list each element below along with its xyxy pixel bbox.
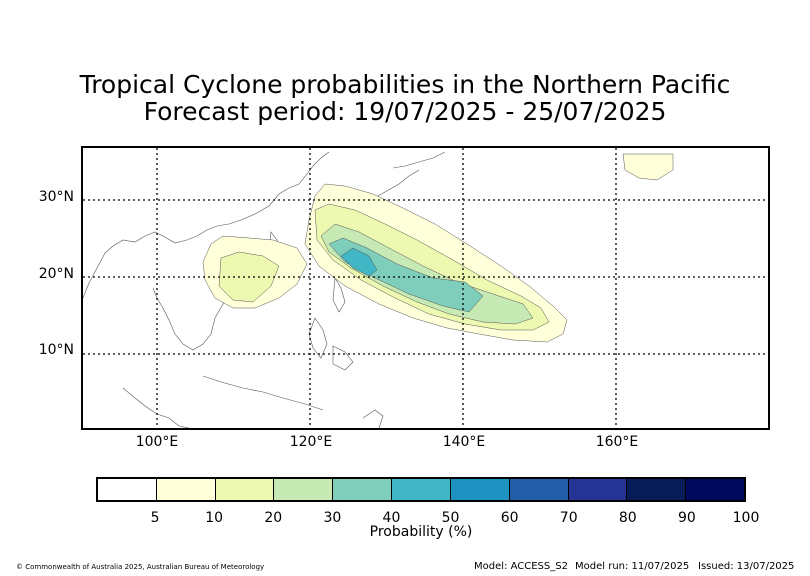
lon-label-140e: 140°E [442, 434, 486, 450]
colorbar-tick-label: 10 [205, 510, 224, 526]
probability-map [81, 146, 770, 430]
colorbar-tick-label: 30 [323, 510, 342, 526]
model-run-date: Model run: 11/07/2025 [575, 561, 690, 572]
forecast-period: Forecast period: 19/07/2025 - 25/07/2025 [143, 97, 667, 126]
colorbar-segment [627, 479, 687, 500]
colorbar-segment [686, 479, 744, 500]
colorbar-segment [568, 479, 628, 500]
colorbar-tick-label: 100 [732, 510, 760, 526]
lat-label-10n: 10°N [38, 342, 74, 358]
chart-title: Tropical Cyclone probabilities in the No… [79, 70, 731, 99]
colorbar-tick-label: 90 [677, 510, 696, 526]
colorbar-tick-label: 80 [618, 510, 637, 526]
colorbar-segment [509, 479, 569, 500]
contour-5pct-northeast [622, 153, 674, 181]
graticule [83, 148, 768, 428]
colorbar-segment [98, 479, 157, 500]
issued-date: Issued: 13/07/2025 [698, 561, 795, 572]
colorbar-segment [274, 479, 334, 500]
colorbar-segment [156, 479, 216, 500]
contour-40pct [340, 247, 378, 277]
model-name: Model: ACCESS_S2 [474, 561, 568, 572]
colorbar-label: Probability (%) [369, 524, 473, 540]
colorbar-tick-label: 60 [500, 510, 519, 526]
lat-label-30n: 30°N [38, 189, 74, 205]
colorbar-segment [392, 479, 451, 500]
lon-label-120e: 120°E [289, 434, 333, 450]
probability-contours [202, 153, 674, 343]
lat-label-20n: 20°N [38, 266, 74, 282]
copyright-text: © Commonwealth of Australia 2025, Austra… [16, 563, 265, 571]
colorbar-segment [333, 479, 393, 500]
colorbar-tick-label: 50 [441, 510, 460, 526]
lon-label-160e: 160°E [595, 434, 639, 450]
colorbar-segment [450, 479, 510, 500]
colorbar-tick-label: 5 [150, 510, 160, 526]
colorbar [96, 477, 746, 502]
lon-label-100e: 100°E [135, 434, 179, 450]
colorbar-tick-label: 20 [264, 510, 283, 526]
colorbar-tick-label: 40 [382, 510, 401, 526]
colorbar-segment [215, 479, 275, 500]
colorbar-tick-label: 70 [559, 510, 578, 526]
